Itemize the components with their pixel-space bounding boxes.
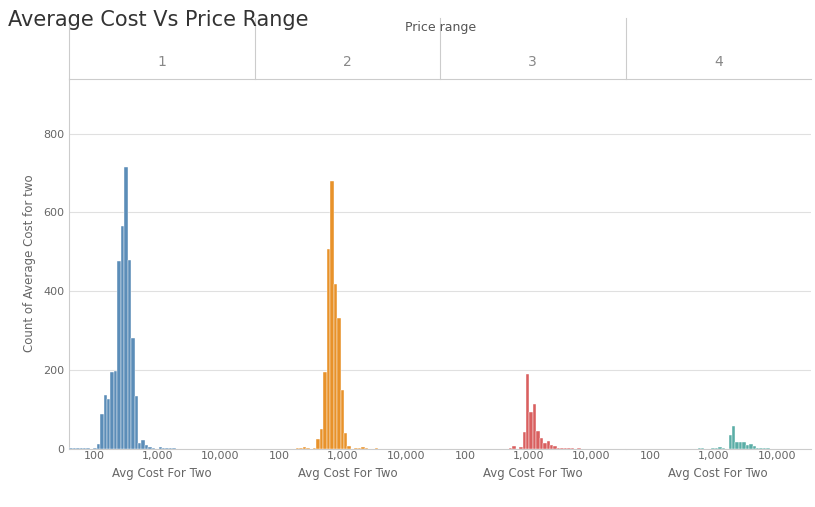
Bar [347, 446, 350, 449]
Bar [519, 447, 522, 449]
X-axis label: Avg Cost For Two: Avg Cost For Two [668, 467, 768, 480]
Bar [145, 445, 148, 449]
Bar [117, 261, 121, 449]
Bar [131, 338, 134, 449]
Bar [557, 448, 560, 449]
Bar [128, 261, 131, 449]
Bar [320, 429, 324, 449]
Bar [718, 447, 721, 449]
Bar [540, 438, 543, 449]
Bar [341, 390, 344, 449]
Bar [299, 448, 302, 449]
Bar [337, 317, 341, 449]
Bar [306, 448, 310, 449]
Bar [124, 167, 128, 449]
Bar [316, 439, 320, 449]
Bar [536, 431, 540, 449]
Bar [567, 448, 570, 449]
X-axis label: Avg Cost For Two: Avg Cost For Two [297, 467, 397, 480]
Bar [729, 435, 732, 449]
Bar [100, 414, 104, 449]
Bar [560, 448, 564, 449]
Text: Average Cost Vs Price Range: Average Cost Vs Price Range [8, 10, 309, 30]
Bar [83, 448, 86, 449]
Bar [547, 441, 550, 449]
Bar [302, 447, 306, 449]
Bar [107, 400, 111, 449]
Bar [327, 249, 330, 449]
Text: Price range: Price range [404, 21, 476, 34]
Bar [361, 447, 364, 449]
Bar [104, 395, 107, 449]
Bar [121, 226, 124, 449]
Text: 2: 2 [343, 55, 352, 69]
X-axis label: Avg Cost For Two: Avg Cost For Two [112, 467, 212, 480]
Bar [735, 443, 739, 449]
Bar [530, 413, 533, 449]
Bar [344, 433, 347, 449]
Bar [80, 448, 83, 449]
Bar [553, 446, 557, 449]
Bar [138, 443, 141, 449]
Bar [752, 446, 756, 449]
Text: 1: 1 [157, 55, 166, 69]
Bar [543, 443, 547, 449]
Bar [756, 448, 760, 449]
Bar [114, 371, 117, 449]
Bar [732, 426, 735, 449]
Bar [162, 448, 165, 449]
X-axis label: Avg Cost For Two: Avg Cost For Two [483, 467, 583, 480]
Bar [522, 432, 526, 449]
Bar [749, 444, 752, 449]
Bar [111, 372, 114, 449]
Bar [97, 444, 100, 449]
Bar [512, 446, 516, 449]
Bar [746, 445, 749, 449]
Bar [152, 448, 155, 449]
Bar [93, 448, 97, 449]
Bar [550, 445, 553, 449]
Bar [333, 284, 337, 449]
Bar [739, 442, 742, 449]
Bar [698, 448, 701, 449]
Bar [330, 182, 333, 449]
Bar [715, 448, 718, 449]
Bar [533, 404, 536, 449]
Bar [324, 372, 327, 449]
Bar [526, 374, 530, 449]
Bar [134, 396, 138, 449]
Bar [165, 448, 169, 449]
Text: 3: 3 [528, 55, 537, 69]
Bar [159, 447, 162, 449]
Text: 4: 4 [714, 55, 723, 69]
Bar [141, 441, 145, 449]
Bar [742, 443, 746, 449]
Bar [148, 447, 152, 449]
Y-axis label: Count of Average Cost for two: Count of Average Cost for two [24, 175, 37, 352]
Bar [760, 448, 763, 449]
